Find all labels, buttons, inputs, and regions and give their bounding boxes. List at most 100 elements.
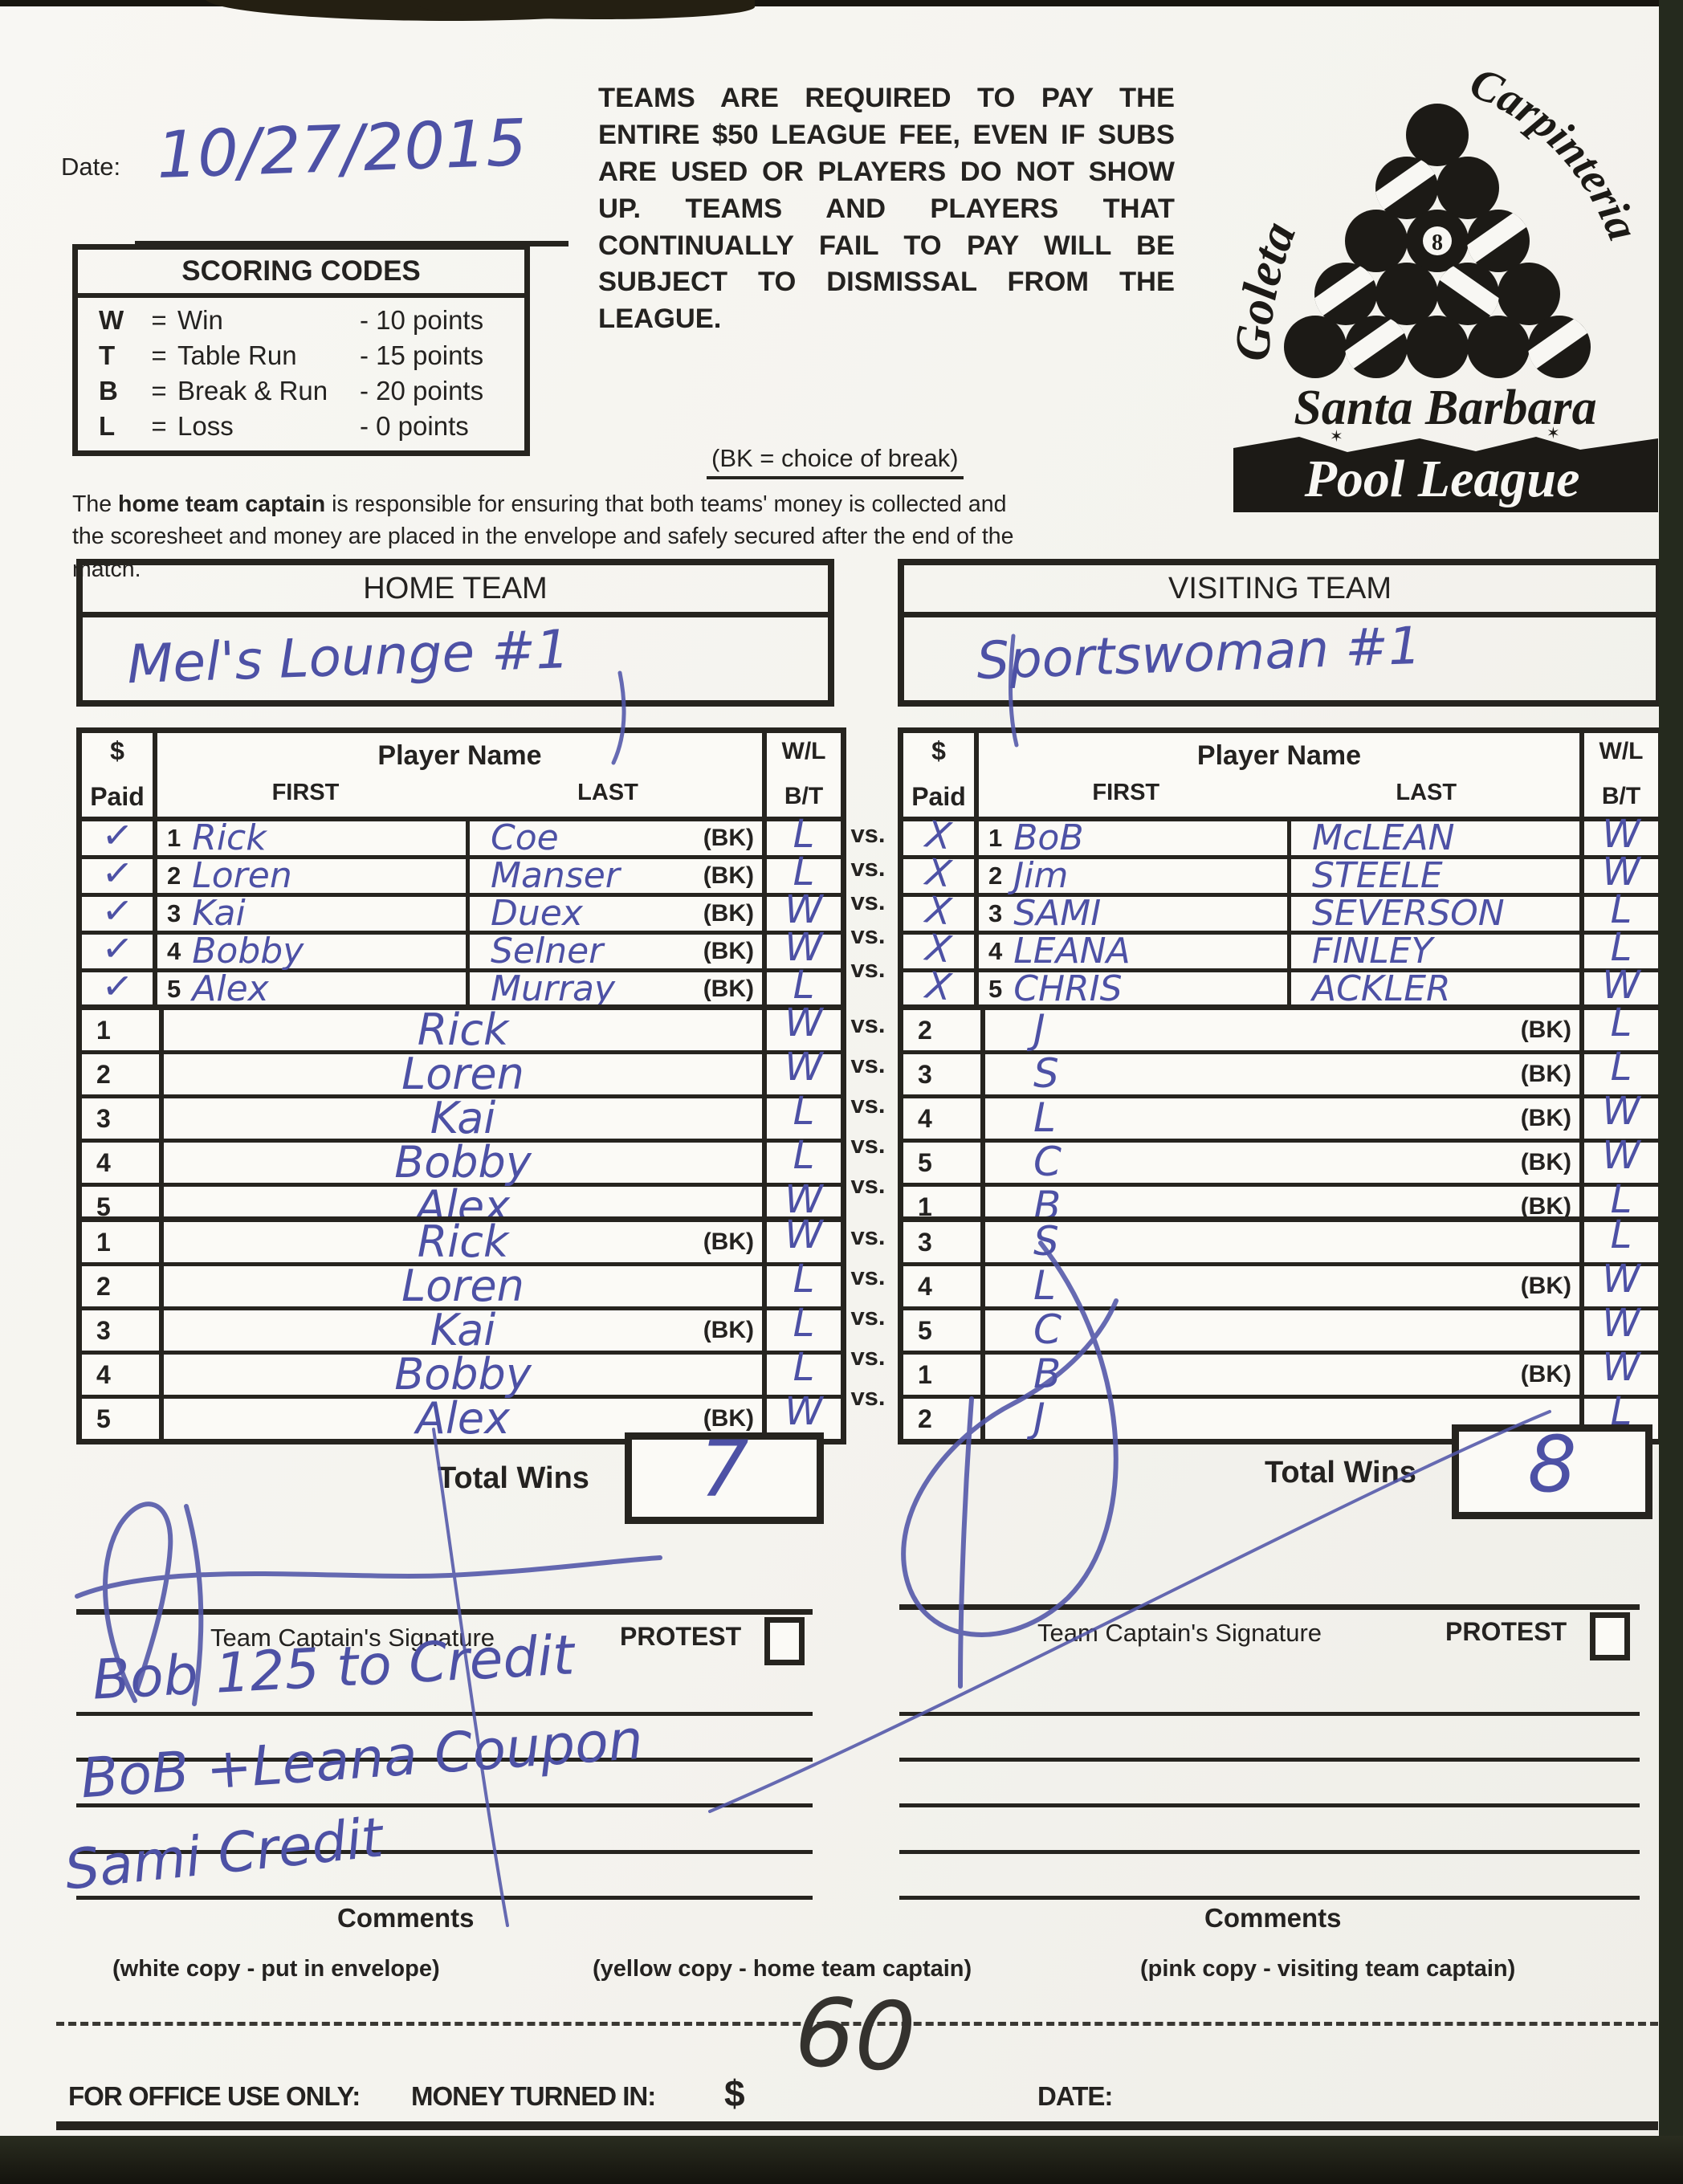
vs-column-round3: vs. vs. vs. vs. vs. <box>850 1222 886 1411</box>
home-round1-header: $ Paid Player Name FIRST LAST W/L B/T <box>82 733 841 821</box>
home-protest-label: PROTEST <box>620 1622 742 1651</box>
home-round2-row: 2 Loren W <box>82 1048 841 1098</box>
home-signature-line <box>76 1609 813 1615</box>
home-team-box: HOME TEAM Mel's Lounge #1 <box>76 559 834 707</box>
visiting-signature-line <box>899 1604 1640 1610</box>
home-protest-checkbox <box>764 1617 805 1665</box>
comment-line <box>899 1758 1640 1762</box>
home-round3-row: 2 Loren L <box>82 1260 841 1310</box>
bk-note: (BK = choice of break) <box>707 444 964 479</box>
scoresheet-paper: Date: 10/27/2015 TEAMS ARE REQUIRED TO P… <box>0 6 1664 2136</box>
visiting-round1-row: X 5 CHRIS ACKLER W <box>903 964 1658 1009</box>
visiting-round2-row: 2 J (BK) L <box>903 1004 1658 1054</box>
home-round1-row: ✓ 5 Alex Murray (BK) L <box>82 963 841 1009</box>
vs-column-round1: vs. vs. vs. vs. vs. <box>850 820 886 983</box>
eight-ball-circle <box>1423 226 1452 255</box>
comment-line <box>899 1896 1640 1900</box>
pool-league-logo: 8 Goleta Carpinteria Santa Barbara ✶ ✶ P… <box>1227 58 1658 512</box>
date-value: 10/27/2015 <box>155 104 528 194</box>
home-team-name: Mel's Lounge #1 <box>126 618 571 696</box>
yellow-copy-note: (yellow copy - home team captain) <box>593 1956 972 1982</box>
home-comment-2: BoB +Leana Coupon <box>79 1708 646 1811</box>
comment-line <box>899 1850 1640 1854</box>
dollar-sign: $ <box>724 2072 745 2114</box>
visiting-round1-table: $ Paid Player Name FIRST LAST W/L B/T X 1 Bo… <box>898 727 1664 1012</box>
date-label: Date: <box>61 153 121 181</box>
comment-line <box>899 1712 1640 1716</box>
office-bottom-line <box>56 2121 1658 2130</box>
captain-note: The home team captain is responsible for… <box>72 491 1014 582</box>
home-round1-table: $ Paid Player Name FIRST LAST W/L B/T ✓ 1 Ri… <box>76 727 846 1012</box>
logo-pool-league: Pool League <box>1304 450 1580 508</box>
home-round2-row: 3 Kai L <box>82 1092 841 1143</box>
home-round1-row: ✓ 3 Kai Duex (BK) W <box>82 887 841 935</box>
visiting-total-wins-label: Total Wins <box>1265 1456 1416 1489</box>
tear-line <box>56 2022 1658 2026</box>
home-total-wins-value: 7 <box>699 1424 749 1514</box>
visiting-total-wins-value: 8 <box>1527 1420 1577 1510</box>
visiting-signature-label: Team Captain's Signature <box>1037 1619 1322 1647</box>
home-round1-row: ✓ 1 Rick Coe (BK) L <box>82 812 841 859</box>
home-round3-row: 1 Rick (BK) W <box>82 1216 841 1266</box>
photo-background-right <box>1659 0 1683 2184</box>
star-icon: ✶ <box>1330 428 1343 446</box>
home-comment-3: Sami Credit <box>61 1806 386 1903</box>
home-total-wins-label: Total Wins <box>438 1461 589 1495</box>
logo-banner <box>1233 437 1658 512</box>
home-round2-row: 4 Bobby L <box>82 1136 841 1187</box>
office-date-label: DATE: <box>1037 2081 1113 2111</box>
visiting-protest-label: PROTEST <box>1445 1617 1567 1646</box>
scoring-row-table-run: T = Table Run - 15 points <box>99 340 484 370</box>
visiting-round2-row: 4 L (BK) W <box>903 1092 1658 1143</box>
money-amount-value: 60 <box>792 1976 919 2093</box>
visiting-round1-row: X 4 LEANA FINLEY L <box>903 926 1658 972</box>
home-comment-1: Bob 125 to Credit <box>91 1624 576 1713</box>
visiting-round1-row: X 1 BoB McLEAN W <box>903 813 1658 859</box>
league-fee-notice: TEAMS ARE REQUIRED TO PAY THE ENTIRE $50… <box>598 83 1175 335</box>
visiting-round1-header: $ Paid Player Name FIRST LAST W/L B/T <box>903 733 1658 821</box>
ball-stripes <box>1305 153 1596 374</box>
scoring-codes-title: SCORING CODES <box>78 250 524 298</box>
office-use-label: FOR OFFICE USE ONLY: <box>68 2081 361 2111</box>
visiting-protest-checkbox <box>1590 1612 1630 1660</box>
home-total-wins-box: 7 <box>625 1431 824 1524</box>
comment-line <box>76 1803 813 1807</box>
vs-column-round2: vs. vs. vs. vs. vs. <box>850 1010 886 1199</box>
home-round3-table: 1 Rick (BK) W 2 Loren L 3 Kai (BK) L 4 Bobby L 5 Al… <box>76 1216 846 1444</box>
comment-line <box>76 1712 813 1716</box>
scoring-row-win: W = Win - 10 points <box>99 305 484 335</box>
date-line <box>135 241 568 247</box>
visiting-team-header: VISITING TEAM <box>904 565 1656 617</box>
scoring-codes-box: SCORING CODES W = Win - 10 points T = Table R… <box>72 244 530 456</box>
visiting-round1-row: X 3 SAMI SEVERSON L <box>903 888 1658 935</box>
home-round1-row: ✓ 4 Bobby Selner (BK) W <box>82 925 841 972</box>
scoring-row-loss: L = Loss - 0 points <box>99 411 469 441</box>
white-copy-note: (white copy - put in envelope) <box>112 1956 440 1982</box>
home-round2-table: 1 Rick W 2 Loren W 3 Kai L 4 Bobby L 5 Alex W <box>76 1004 846 1233</box>
visiting-team-box: VISITING TEAM Sportswoman #1 <box>898 559 1662 707</box>
home-round3-row: 4 Bobby L <box>82 1348 841 1399</box>
home-round1-row: ✓ 2 Loren Manser (BK) L <box>82 850 841 897</box>
visiting-round1-row: X 2 Jim STEELE W <box>903 850 1658 897</box>
photo-background-bottom <box>0 2136 1683 2184</box>
home-round2-row: 1 Rick W <box>82 1004 841 1054</box>
visiting-total-wins-box: 8 <box>1452 1424 1652 1519</box>
visiting-comments-label: Comments <box>1204 1903 1342 1933</box>
scoring-row-break-run: B = Break & Run - 20 points <box>99 376 484 405</box>
eight-ball-number: 8 <box>1432 230 1443 255</box>
home-comments-label: Comments <box>337 1903 475 1933</box>
visiting-round2-row: 5 C (BK) W <box>903 1136 1658 1187</box>
pink-copy-note: (pink copy - visiting team captain) <box>1140 1956 1516 1982</box>
comment-line <box>76 1896 813 1900</box>
visiting-round3-row: 4 L (BK) W <box>903 1260 1658 1310</box>
home-team-header: HOME TEAM <box>83 565 828 617</box>
star-icon: ✶ <box>1546 425 1560 442</box>
visiting-round2-table: 2 J (BK) L 3 S (BK) L 4 L (BK) W 5 C (BK) W 1 B (BK) L <box>898 1004 1664 1233</box>
money-turned-in-label: MONEY TURNED IN: <box>411 2081 656 2111</box>
visiting-round2-row: 3 S (BK) L <box>903 1048 1658 1098</box>
logo-santa-barbara: Santa Barbara <box>1294 381 1596 435</box>
